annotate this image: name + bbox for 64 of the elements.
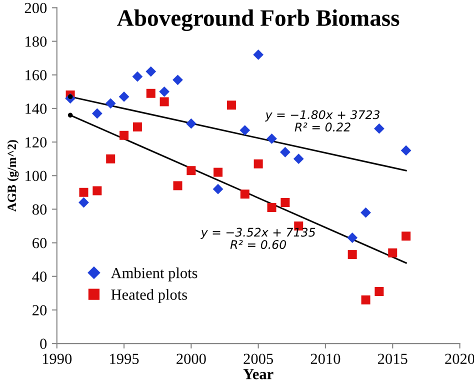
point: [146, 66, 156, 77]
point: [160, 97, 169, 106]
point: [118, 92, 130, 102]
x-tick-label: 2005: [244, 354, 274, 364]
annotation: y = −1.80x + 3723 R² = 0.22: [265, 110, 380, 132]
point: [214, 168, 223, 177]
y-axis-title: AGB (g/m^2): [7, 140, 19, 212]
y-tick-label: 200: [24, 2, 47, 14]
y-tick-label: 20: [32, 305, 47, 316]
point: [92, 108, 102, 119]
x-tick-label: 2015: [378, 354, 408, 364]
point: [360, 207, 371, 218]
y-tick-label: 140: [26, 104, 47, 114]
point: [172, 74, 183, 86]
x-tick-label: 2020: [445, 354, 474, 364]
point: [388, 248, 398, 258]
point: [254, 159, 263, 168]
y-tick-label: 80: [32, 204, 47, 215]
y-tick-label: 40: [32, 272, 47, 282]
point: [212, 184, 224, 194]
point: [186, 166, 196, 176]
point: [253, 50, 264, 60]
point: [173, 181, 182, 190]
point: [240, 190, 250, 199]
annotation: y = −3.52x + 7135 R² = 0.60: [200, 228, 316, 250]
y-tick-label: 160: [26, 70, 47, 80]
point: [267, 203, 276, 212]
point: [293, 154, 304, 164]
point: [79, 188, 88, 197]
point: [347, 232, 358, 243]
point: [132, 122, 142, 132]
x-tick-label: 1995: [110, 354, 139, 364]
point: [374, 123, 384, 134]
x-tick-label: 1990: [42, 354, 72, 364]
point: [400, 145, 412, 156]
y-tick-label: 180: [26, 36, 47, 47]
point: [78, 197, 89, 208]
point: [361, 295, 370, 304]
point: [146, 88, 156, 98]
y-tick-label: 120: [26, 137, 47, 148]
point: [92, 186, 102, 196]
point: [186, 118, 196, 129]
point: [280, 198, 290, 207]
y-tick-label: 60: [32, 238, 47, 248]
point: [348, 250, 357, 260]
x-axis-title: Year: [243, 369, 274, 380]
point: [240, 125, 250, 136]
point: [106, 154, 116, 164]
point: [120, 130, 129, 140]
point: [159, 86, 170, 97]
x-tick-label: 2000: [176, 354, 206, 364]
point: [402, 232, 411, 241]
y-tick-label: 100: [26, 170, 47, 182]
chart-title: Aboveground Forb Biomass: [117, 9, 400, 31]
point: [226, 100, 236, 110]
point: [105, 98, 116, 109]
point: [280, 146, 290, 158]
point: [266, 133, 277, 144]
x-tick-label: 2010: [310, 354, 340, 364]
y-tick-label: 0: [40, 338, 47, 349]
point: [374, 286, 384, 296]
legend-label: Heated plots: [111, 289, 188, 303]
point: [132, 71, 143, 82]
legend-label: Ambient plots: [110, 267, 198, 282]
